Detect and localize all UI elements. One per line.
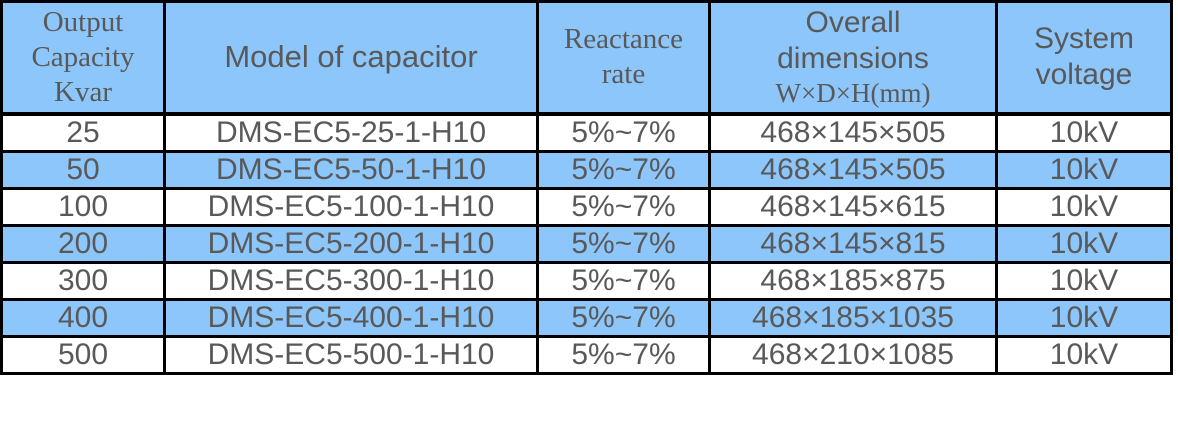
cell-reactance-rate: 5%~7% xyxy=(536,223,711,264)
cell-overall-dimensions: 468×145×505 xyxy=(708,112,998,153)
table-row: 500 DMS-EC5-500-1-H10 5%~7% 468×210×1085… xyxy=(0,334,1173,375)
cell-reactance-rate: 5%~7% xyxy=(536,297,711,338)
cell-output-capacity: 500 xyxy=(0,334,166,375)
cell-system-voltage: 10kV xyxy=(995,112,1173,153)
cell-reactance-rate: 5%~7% xyxy=(536,112,711,153)
cell-overall-dimensions: 468×185×1035 xyxy=(708,297,998,338)
cell-model: DMS-EC5-25-1-H10 xyxy=(163,112,539,153)
cell-model: DMS-EC5-500-1-H10 xyxy=(163,334,539,375)
table-row: 25 DMS-EC5-25-1-H10 5%~7% 468×145×505 10… xyxy=(0,112,1173,153)
table-row: 300 DMS-EC5-300-1-H10 5%~7% 468×185×875 … xyxy=(0,260,1173,301)
cell-model: DMS-EC5-200-1-H10 xyxy=(163,223,539,264)
table-header: Output Capacity Kvar Model of capacitor … xyxy=(0,0,1173,116)
col-header-system-voltage: System voltage xyxy=(995,0,1173,116)
cell-system-voltage: 10kV xyxy=(995,149,1173,190)
col-header-reactance-rate: Reactance rate xyxy=(536,0,711,116)
header-subtext: W×D×H(mm) xyxy=(775,77,931,108)
cell-overall-dimensions: 468×145×815 xyxy=(708,223,998,264)
header-text: Overall xyxy=(805,5,901,39)
table-body: 25 DMS-EC5-25-1-H10 5%~7% 468×145×505 10… xyxy=(0,112,1173,375)
cell-system-voltage: 10kV xyxy=(995,334,1173,375)
cell-output-capacity: 400 xyxy=(0,297,166,338)
cell-system-voltage: 10kV xyxy=(995,260,1173,301)
cell-model: DMS-EC5-400-1-H10 xyxy=(163,297,539,338)
cell-system-voltage: 10kV xyxy=(995,297,1173,338)
header-text: Reactance xyxy=(563,23,684,56)
cell-output-capacity: 25 xyxy=(0,112,166,153)
cell-reactance-rate: 5%~7% xyxy=(536,186,711,227)
capacitor-spec-table: Output Capacity Kvar Model of capacitor … xyxy=(0,0,1173,375)
header-row: Output Capacity Kvar Model of capacitor … xyxy=(0,0,1173,116)
cell-model: DMS-EC5-300-1-H10 xyxy=(163,260,539,301)
cell-overall-dimensions: 468×185×875 xyxy=(708,260,998,301)
cell-reactance-rate: 5%~7% xyxy=(536,149,711,190)
col-header-model: Model of capacitor xyxy=(163,0,539,116)
header-text: Model of capacitor xyxy=(224,39,478,75)
cell-output-capacity: 50 xyxy=(0,149,166,190)
cell-overall-dimensions: 468×210×1085 xyxy=(708,334,998,375)
col-header-overall-dimensions: Overall dimensions W×D×H(mm) xyxy=(708,0,998,116)
cell-model: DMS-EC5-50-1-H10 xyxy=(163,149,539,190)
table-row: 100 DMS-EC5-100-1-H10 5%~7% 468×145×615 … xyxy=(0,186,1173,227)
table-row: 400 DMS-EC5-400-1-H10 5%~7% 468×185×1035… xyxy=(0,297,1173,338)
cell-reactance-rate: 5%~7% xyxy=(536,334,711,375)
header-text: Output xyxy=(42,5,124,38)
cell-overall-dimensions: 468×145×615 xyxy=(708,186,998,227)
cell-output-capacity: 200 xyxy=(0,223,166,264)
header-text: voltage xyxy=(1035,58,1133,92)
cell-model: DMS-EC5-100-1-H10 xyxy=(163,186,539,227)
header-text: System xyxy=(1033,22,1135,56)
header-text: Capacity xyxy=(31,40,135,73)
header-text: dimensions xyxy=(777,41,929,75)
cell-reactance-rate: 5%~7% xyxy=(536,260,711,301)
cell-output-capacity: 100 xyxy=(0,186,166,227)
cell-system-voltage: 10kV xyxy=(995,186,1173,227)
table-row: 200 DMS-EC5-200-1-H10 5%~7% 468×145×815 … xyxy=(0,223,1173,264)
header-text: Kvar xyxy=(54,75,112,108)
cell-output-capacity: 300 xyxy=(0,260,166,301)
col-header-output-capacity: Output Capacity Kvar xyxy=(0,0,166,116)
cell-overall-dimensions: 468×145×505 xyxy=(708,149,998,190)
cell-system-voltage: 10kV xyxy=(995,223,1173,264)
table-row: 50 DMS-EC5-50-1-H10 5%~7% 468×145×505 10… xyxy=(0,149,1173,190)
header-text: rate xyxy=(601,58,646,91)
